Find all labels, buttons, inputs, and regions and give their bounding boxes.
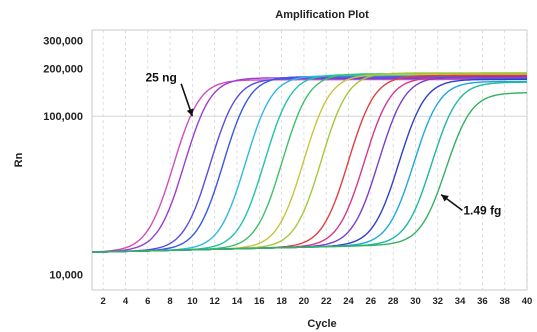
x-tick-label: 8 — [167, 296, 172, 307]
x-tick-label: 22 — [321, 296, 332, 307]
x-tick-label: 6 — [145, 296, 150, 307]
annotation-label: 25 ng — [145, 71, 176, 85]
arrowhead-icon — [441, 194, 449, 202]
x-tick-label: 10 — [187, 296, 198, 307]
x-tick-label: 38 — [499, 296, 510, 307]
y-tick-label: 300,000 — [43, 36, 83, 48]
x-tick-label: 4 — [123, 296, 129, 307]
x-tick-label: 34 — [455, 296, 466, 307]
x-tick-label: 14 — [232, 296, 243, 307]
chart-title: Amplification Plot — [275, 9, 369, 21]
x-tick-label: 2 — [101, 296, 106, 307]
amplification-curve — [91, 92, 528, 253]
plot-area: 2 4 6 8 10 12 14 16 18 20 22 24 26 28 30 32 34 36 38 4010,0… — [43, 29, 533, 307]
x-tick-label: 12 — [209, 296, 220, 307]
x-tick-label: 20 — [299, 296, 310, 307]
x-axis-label: Cycle — [307, 318, 336, 330]
x-tick-label: 28 — [388, 296, 399, 307]
x-tick-label: 26 — [366, 296, 377, 307]
x-tick-label: 36 — [477, 296, 488, 307]
y-tick-label: 200,000 — [43, 64, 83, 76]
y-axis-label: Rn — [13, 152, 25, 167]
x-tick-label: 16 — [254, 296, 265, 307]
x-tick-label: 18 — [276, 296, 287, 307]
x-tick-label: 32 — [432, 296, 443, 307]
x-tick-label: 24 — [343, 296, 354, 307]
arrowhead-icon — [186, 108, 194, 117]
annotation-label: 1.49 fg — [463, 203, 501, 217]
x-tick-label: 40 — [522, 296, 533, 307]
y-tick-label: 100,000 — [43, 111, 83, 123]
y-tick-label: 10,000 — [49, 270, 83, 282]
x-tick-label: 30 — [410, 296, 421, 307]
